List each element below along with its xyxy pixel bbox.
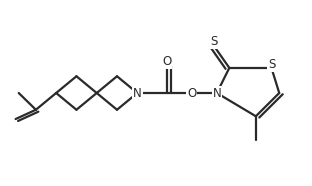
Text: S: S (210, 35, 217, 48)
Text: O: O (187, 86, 197, 100)
Text: N: N (133, 86, 142, 100)
Text: S: S (268, 58, 275, 71)
Text: O: O (162, 55, 172, 68)
Text: N: N (212, 86, 221, 100)
